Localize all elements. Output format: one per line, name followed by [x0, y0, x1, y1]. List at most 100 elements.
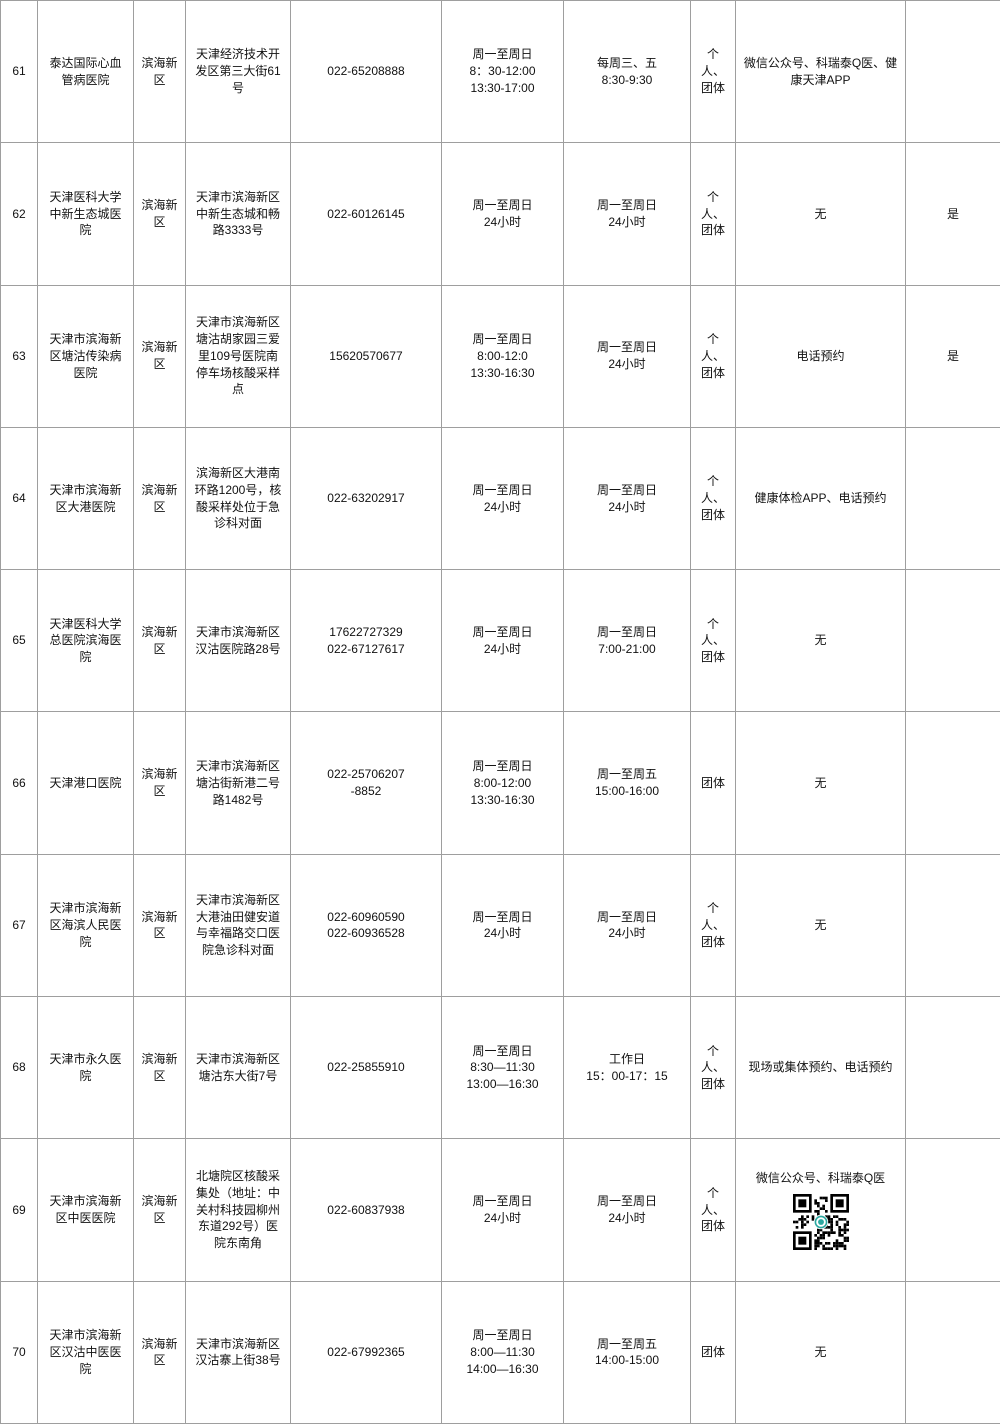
cell-phone: 022-65208888 — [290, 0, 442, 144]
cell-district: 滨海新区 — [133, 711, 186, 855]
cell-address: 天津市滨海新区塘沽东大街7号 — [185, 996, 291, 1140]
cell-name: 泰达国际心血管病医院 — [37, 0, 134, 144]
cell-address: 天津市滨海新区中新生态城和畅路3333号 — [185, 142, 291, 286]
qr-code — [743, 1193, 898, 1250]
table-row: 62 天津医科大学中新生态城医院 滨海新区 天津市滨海新区中新生态城和畅路3333号 0… — [0, 142, 1000, 286]
cell-hours1: 周一至周日 8:00-12:00 13:30-16:30 — [441, 711, 564, 855]
cell-phone: 022-63202917 — [290, 426, 442, 571]
cell-district: 滨海新区 — [133, 1280, 186, 1424]
cell-phone: 022-60960590 022-60936528 — [290, 853, 442, 998]
cell-phone: 022-67992365 — [290, 1280, 442, 1424]
cell-hours2: 周一至周五 14:00-15:00 — [563, 1280, 691, 1424]
cell-address: 天津市滨海新区塘沽街新港二号路1482号 — [185, 711, 291, 855]
cell-booking: 无 — [735, 142, 906, 286]
cell-booking: 无 — [735, 853, 906, 998]
table-row: 69 天津市滨海新区中医医院 滨海新区 北塘院区核酸采集处（地址：中关村科技园柳州东道… — [0, 1138, 1000, 1282]
cell-name: 天津港口医院 — [37, 711, 134, 855]
cell-hours1: 周一至周日 8:00—11:30 14:00—16:30 — [441, 1280, 564, 1424]
cell-district: 滨海新区 — [133, 1138, 186, 1282]
cell-no: 61 — [0, 0, 38, 144]
cell-address: 天津市滨海新区塘沽胡家园三爱里109号医院南停车场核酸采样点 — [185, 284, 291, 428]
cell-no: 66 — [0, 711, 38, 855]
cell-phone: 17622727329 022-67127617 — [290, 569, 442, 713]
cell-name: 天津市滨海新区塘沽传染病医院 — [37, 284, 134, 428]
cell-no: 65 — [0, 569, 38, 713]
cell-address: 天津市滨海新区汉沽医院路28号 — [185, 569, 291, 713]
cell-group: 个人、团体 — [690, 142, 736, 286]
cell-address: 北塘院区核酸采集处（地址：中关村科技园柳州东道292号）医院东南角 — [185, 1138, 291, 1282]
cell-name: 天津市滨海新区大港医院 — [37, 426, 134, 571]
cell-flag — [905, 569, 1000, 713]
cell-booking: 健康体检APP、电话预约 — [735, 426, 906, 571]
cell-no: 69 — [0, 1138, 38, 1282]
table-row: 67 天津市滨海新区海滨人民医院 滨海新区 天津市滨海新区大港油田健安道与幸福路交口医… — [0, 853, 1000, 998]
cell-group: 个人、团体 — [690, 426, 736, 571]
cell-district: 滨海新区 — [133, 0, 186, 144]
cell-phone: 022-60126145 — [290, 142, 442, 286]
table-row: 63 天津市滨海新区塘沽传染病医院 滨海新区 天津市滨海新区塘沽胡家园三爱里109号医… — [0, 284, 1000, 428]
cell-district: 滨海新区 — [133, 426, 186, 571]
cell-hours2: 周一至周日 24小时 — [563, 1138, 691, 1282]
cell-booking: 无 — [735, 711, 906, 855]
cell-hours2: 周一至周日 24小时 — [563, 426, 691, 571]
cell-district: 滨海新区 — [133, 142, 186, 286]
cell-name: 天津市滨海新区海滨人民医院 — [37, 853, 134, 998]
table-row: 64 天津市滨海新区大港医院 滨海新区 滨海新区大港南环路1200号，核酸采样处位于急… — [0, 426, 1000, 571]
cell-booking: 无 — [735, 1280, 906, 1424]
cell-hours1: 周一至周日 24小时 — [441, 569, 564, 713]
cell-address: 滨海新区大港南环路1200号，核酸采样处位于急诊科对面 — [185, 426, 291, 571]
table-row: 68 天津市永久医院 滨海新区 天津市滨海新区塘沽东大街7号 022-25855910 周… — [0, 996, 1000, 1140]
cell-phone: 022-25855910 — [290, 996, 442, 1140]
cell-hours1: 周一至周日 24小时 — [441, 1138, 564, 1282]
cell-no: 68 — [0, 996, 38, 1140]
cell-flag: 是 — [905, 142, 1000, 286]
cell-hours2: 工作日 15：00-17：15 — [563, 996, 691, 1140]
cell-hours2: 每周三、五 8:30-9:30 — [563, 0, 691, 144]
table-row: 61 泰达国际心血管病医院 滨海新区 天津经济技术开发区第三大街61号 022-6520… — [0, 0, 1000, 144]
cell-group: 团体 — [690, 711, 736, 855]
cell-name: 天津市滨海新区汉沽中医医院 — [37, 1280, 134, 1424]
cell-hours1: 周一至周日 8:00-12:0 13:30-16:30 — [441, 284, 564, 428]
cell-flag — [905, 1138, 1000, 1282]
table-row: 65 天津医科大学总医院滨海医院 滨海新区 天津市滨海新区汉沽医院路28号 176227… — [0, 569, 1000, 713]
cell-flag — [905, 426, 1000, 571]
cell-no: 64 — [0, 426, 38, 571]
table-row: 66 天津港口医院 滨海新区 天津市滨海新区塘沽街新港二号路1482号 022-2570… — [0, 711, 1000, 855]
cell-group: 个人、团体 — [690, 0, 736, 144]
cell-district: 滨海新区 — [133, 996, 186, 1140]
cell-booking: 微信公众号、科瑞泰Q医 — [735, 1138, 906, 1282]
cell-phone: 022-25706207 -8852 — [290, 711, 442, 855]
cell-flag — [905, 0, 1000, 144]
table-row: 70 天津市滨海新区汉沽中医医院 滨海新区 天津市滨海新区汉沽寨上街38号 022-67… — [0, 1280, 1000, 1424]
cell-flag — [905, 1280, 1000, 1424]
cell-hours1: 周一至周日 24小时 — [441, 853, 564, 998]
cell-group: 个人、团体 — [690, 284, 736, 428]
cell-hours2: 周一至周五 15:00-16:00 — [563, 711, 691, 855]
cell-name: 天津市永久医院 — [37, 996, 134, 1140]
cell-group: 团体 — [690, 1280, 736, 1424]
cell-address: 天津市滨海新区汉沽寨上街38号 — [185, 1280, 291, 1424]
cell-booking: 微信公众号、科瑞泰Q医、健康天津APP — [735, 0, 906, 144]
cell-hours2: 周一至周日 7:00-21:00 — [563, 569, 691, 713]
cell-booking: 无 — [735, 569, 906, 713]
cell-phone: 022-60837938 — [290, 1138, 442, 1282]
cell-no: 62 — [0, 142, 38, 286]
cell-hours1: 周一至周日 24小时 — [441, 426, 564, 571]
cell-name: 天津医科大学总医院滨海医院 — [37, 569, 134, 713]
cell-no: 63 — [0, 284, 38, 428]
cell-no: 67 — [0, 853, 38, 998]
cell-phone: 15620570677 — [290, 284, 442, 428]
cell-hours2: 周一至周日 24小时 — [563, 284, 691, 428]
cell-district: 滨海新区 — [133, 284, 186, 428]
booking-label: 微信公众号、科瑞泰Q医 — [755, 1171, 886, 1186]
cell-no: 70 — [0, 1280, 38, 1424]
cell-group: 个人、团体 — [690, 569, 736, 713]
cell-district: 滨海新区 — [133, 569, 186, 713]
cell-hours2: 周一至周日 24小时 — [563, 142, 691, 286]
cell-booking: 现场或集体预约、电话预约 — [735, 996, 906, 1140]
cell-flag — [905, 711, 1000, 855]
cell-name: 天津医科大学中新生态城医院 — [37, 142, 134, 286]
cell-group: 个人、团体 — [690, 1138, 736, 1282]
